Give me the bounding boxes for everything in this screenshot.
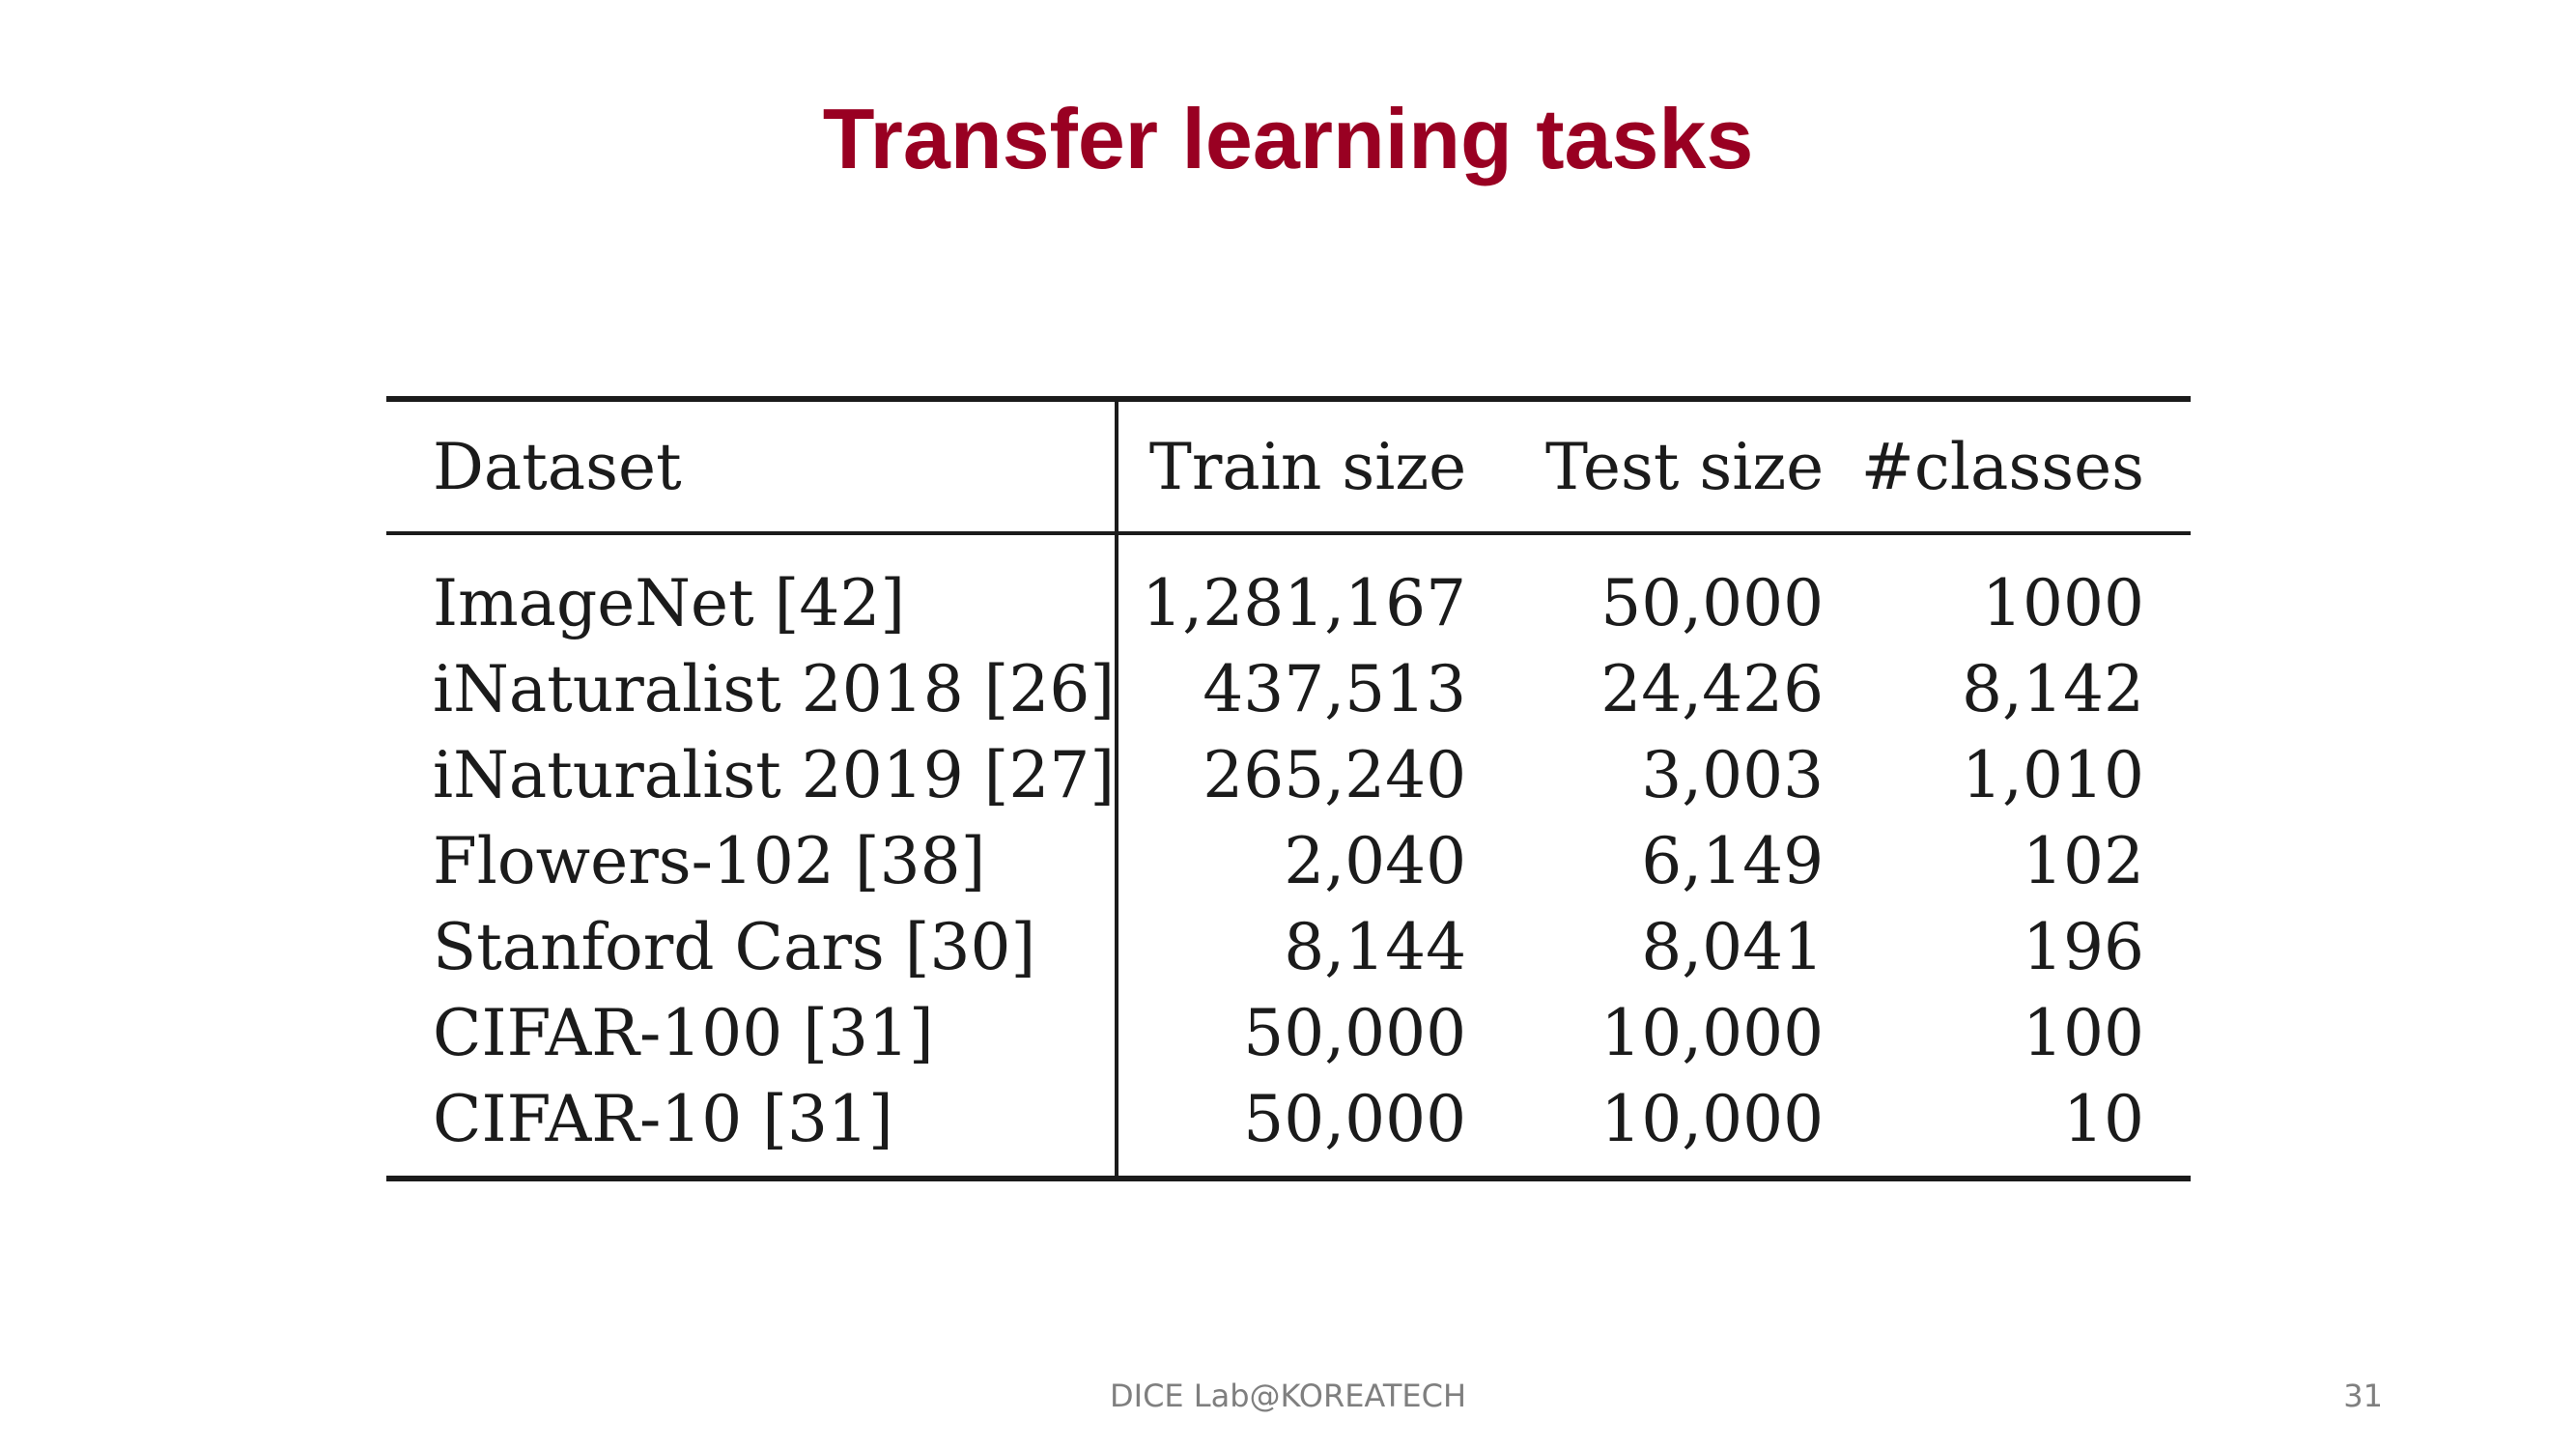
cell-classes: 1,010 <box>1962 738 2144 812</box>
cell-test-size: 10,000 <box>1600 996 1825 1070</box>
cell-dataset: CIFAR-100 [31] <box>386 990 1119 1076</box>
cell-train-size: 2,040 <box>1284 824 1467 898</box>
table-row: iNaturalist 2018 [26] 437,513 24,426 8,142 <box>386 646 2191 732</box>
cell-test-size: 6,149 <box>1641 824 1825 898</box>
header-test-size: Test size <box>1466 399 1825 535</box>
header-classes: #classes <box>1824 399 2191 535</box>
cell-test-size: 24,426 <box>1600 652 1825 726</box>
cell-train-size: 8,144 <box>1284 910 1467 984</box>
cell-classes: 102 <box>2023 824 2144 898</box>
table-row: ImageNet [42] 1,281,167 50,000 1000 <box>386 533 2191 646</box>
table-row: CIFAR-100 [31] 50,000 10,000 100 <box>386 990 2191 1076</box>
cell-train-size: 50,000 <box>1243 996 1467 1070</box>
cell-train-size: 1,281,167 <box>1142 566 1467 640</box>
cell-classes: 10 <box>2063 1082 2144 1156</box>
dataset-table: Dataset Train size Test size #classes Im… <box>386 396 2191 1181</box>
cell-train-size: 265,240 <box>1203 738 1467 812</box>
cell-dataset: Stanford Cars [30] <box>386 904 1119 990</box>
cell-dataset: iNaturalist 2019 [27] <box>386 732 1119 818</box>
page-number: 31 <box>2343 1378 2383 1414</box>
table-row: CIFAR-10 [31] 50,000 10,000 10 <box>386 1076 2191 1179</box>
cell-classes: 1000 <box>1982 566 2144 640</box>
cell-dataset: ImageNet [42] <box>386 533 1119 646</box>
header-dataset: Dataset <box>386 399 1119 535</box>
cell-classes: 8,142 <box>1962 652 2144 726</box>
cell-classes: 196 <box>2023 910 2144 984</box>
table-body: ImageNet [42] 1,281,167 50,000 1000 iNatural… <box>386 533 2191 1179</box>
cell-test-size: 50,000 <box>1600 566 1825 640</box>
table-header-row: Dataset Train size Test size #classes <box>386 399 2191 535</box>
cell-test-size: 8,041 <box>1641 910 1825 984</box>
footer-lab-name: DICE Lab@KOREATECH <box>1109 1378 1466 1414</box>
cell-train-size: 437,513 <box>1203 652 1467 726</box>
cell-dataset: CIFAR-10 [31] <box>386 1076 1119 1179</box>
cell-train-size: 50,000 <box>1243 1082 1467 1156</box>
cell-dataset: Flowers-102 [38] <box>386 818 1119 904</box>
cell-test-size: 3,003 <box>1641 738 1825 812</box>
header-train-size: Train size <box>1117 399 1467 535</box>
cell-classes: 100 <box>2023 996 2144 1070</box>
cell-dataset: iNaturalist 2018 [26] <box>386 646 1119 732</box>
cell-test-size: 10,000 <box>1600 1082 1825 1156</box>
table-row: Stanford Cars [30] 8,144 8,041 196 <box>386 904 2191 990</box>
table-row: iNaturalist 2019 [27] 265,240 3,003 1,010 <box>386 732 2191 818</box>
slide-title: Transfer learning tasks <box>822 91 1754 186</box>
table-row: Flowers-102 [38] 2,040 6,149 102 <box>386 818 2191 904</box>
